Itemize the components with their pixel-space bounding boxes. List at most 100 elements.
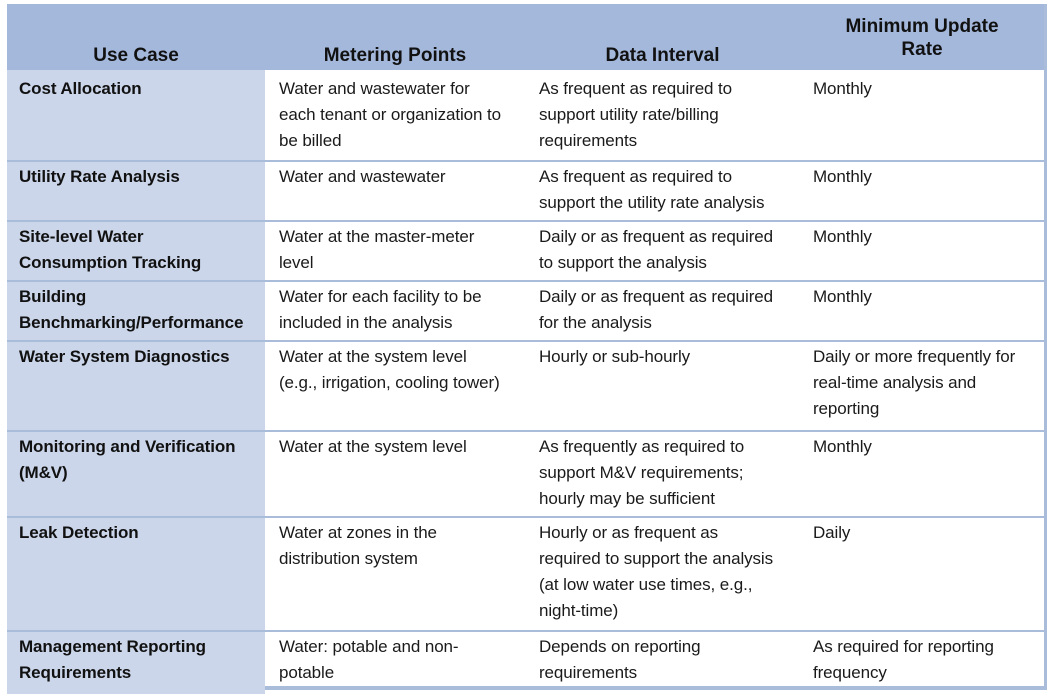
row-divider bbox=[7, 160, 1044, 162]
cell-line: Water at the master-meter bbox=[279, 227, 475, 246]
cell-line: Water and wastewater for bbox=[279, 79, 470, 98]
table-row: Monitoring and Verification (M&V) Water at… bbox=[7, 432, 1044, 515]
cell-line: As frequent as required to bbox=[539, 167, 733, 186]
cell-line: Monthly bbox=[813, 437, 872, 456]
cell-line: each tenant or organization to bbox=[279, 105, 501, 124]
row-divider bbox=[7, 430, 1044, 432]
minimum-update-rate-cell: Monthly bbox=[813, 434, 1038, 460]
cell-line: Utility Rate Analysis bbox=[19, 167, 180, 186]
use-case-cell: Cost Allocation bbox=[19, 76, 259, 102]
data-interval-cell: Hourly or as frequent as required to supp… bbox=[539, 520, 794, 624]
cell-line: be billed bbox=[279, 131, 342, 150]
data-interval-cell: Depends on reporting requirements bbox=[539, 634, 794, 686]
cell-line: reporting bbox=[813, 399, 880, 418]
cell-line: Monthly bbox=[813, 287, 872, 306]
cell-line: for the analysis bbox=[539, 313, 652, 332]
cell-line: Water at the system level bbox=[279, 437, 467, 456]
cell-line: night-time) bbox=[539, 601, 619, 620]
cell-line: Hourly or as frequent as bbox=[539, 523, 719, 542]
requirements-table: Use Case Metering Points Data Interval M… bbox=[7, 4, 1047, 694]
cell-line: As frequent as required to bbox=[539, 79, 733, 98]
cell-line: Management Reporting bbox=[19, 637, 206, 656]
cell-line: Water for each facility to be bbox=[279, 287, 482, 306]
use-case-column-background bbox=[7, 70, 265, 694]
metering-points-cell: Water at the system level (e.g., irrigati… bbox=[279, 344, 519, 396]
table-row: Management Reporting Requirements Water: p… bbox=[7, 632, 1044, 690]
minimum-update-rate-cell: As required for reporting frequency bbox=[813, 634, 1038, 686]
metering-points-cell: Water at the master-meter level bbox=[279, 224, 519, 276]
minimum-update-rate-cell: Monthly bbox=[813, 224, 1038, 250]
cell-line: requirements bbox=[539, 663, 638, 682]
data-interval-cell: As frequently as required to support M&V … bbox=[539, 434, 794, 512]
cell-line: (M&V) bbox=[19, 463, 68, 482]
use-case-cell: Building Benchmarking/Performance bbox=[19, 284, 259, 336]
table-row: Building Benchmarking/Performance Water fo… bbox=[7, 282, 1044, 339]
data-interval-cell: As frequent as required to support the ut… bbox=[539, 164, 794, 216]
cell-line: requirements bbox=[539, 131, 638, 150]
header-metering-points: Metering Points bbox=[323, 45, 467, 66]
cell-line: Depends on reporting bbox=[539, 637, 701, 656]
header-minimum-update-line2: Rate bbox=[901, 39, 943, 60]
metering-points-cell: Water and wastewater for each tenant or o… bbox=[279, 76, 519, 154]
cell-line: Hourly or sub-hourly bbox=[539, 347, 691, 366]
cell-line: (at low water use times, e.g., bbox=[539, 575, 753, 594]
header-minimum-update-rate: Minimum Update Rate bbox=[800, 15, 1044, 61]
cell-line: As frequently as required to bbox=[539, 437, 745, 456]
use-case-cell: Leak Detection bbox=[19, 520, 259, 546]
table-row: Water System Diagnostics Water at the sys… bbox=[7, 342, 1044, 429]
cell-line: level bbox=[279, 253, 314, 272]
use-case-cell: Site-level Water Consumption Tracking bbox=[19, 224, 259, 276]
row-divider bbox=[7, 630, 1044, 632]
cell-line: Leak Detection bbox=[19, 523, 139, 542]
cell-line: Requirements bbox=[19, 663, 132, 682]
metering-points-cell: Water for each facility to be included in… bbox=[279, 284, 519, 336]
table-header: Use Case Metering Points Data Interval M… bbox=[7, 4, 1044, 70]
table-row: Leak Detection Water at zones in the distr… bbox=[7, 518, 1044, 629]
cell-line: Monthly bbox=[813, 167, 872, 186]
cell-line: included in the analysis bbox=[279, 313, 453, 332]
cell-line: Daily or as frequent as required bbox=[539, 287, 773, 306]
cell-line: hourly may be sufficient bbox=[539, 489, 715, 508]
cell-line: Site-level Water bbox=[19, 227, 144, 246]
use-case-cell: Monitoring and Verification (M&V) bbox=[19, 434, 259, 486]
cell-line: support the utility rate analysis bbox=[539, 193, 765, 212]
header-use-case: Use Case bbox=[93, 45, 179, 66]
row-divider bbox=[7, 220, 1044, 222]
use-case-cell: Water System Diagnostics bbox=[19, 344, 259, 370]
cell-line: Water at the system level bbox=[279, 347, 467, 366]
cell-line: Cost Allocation bbox=[19, 79, 142, 98]
cell-line: Monitoring and Verification bbox=[19, 437, 236, 456]
data-interval-cell: As frequent as required to support utilit… bbox=[539, 76, 794, 154]
row-divider bbox=[7, 340, 1044, 342]
data-interval-cell: Daily or as frequent as required to suppo… bbox=[539, 224, 794, 276]
table-row: Site-level Water Consumption Tracking Wate… bbox=[7, 222, 1044, 279]
cell-line: required to support the analysis bbox=[539, 549, 773, 568]
table-row: Cost Allocation Water and wastewater for e… bbox=[7, 74, 1044, 159]
minimum-update-rate-cell: Monthly bbox=[813, 164, 1038, 190]
cell-line: Building bbox=[19, 287, 87, 306]
cell-line: Daily bbox=[813, 523, 851, 542]
cell-line: potable bbox=[279, 663, 335, 682]
cell-line: Water System Diagnostics bbox=[19, 347, 230, 366]
minimum-update-rate-cell: Monthly bbox=[813, 76, 1038, 102]
cell-line: Monthly bbox=[813, 227, 872, 246]
header-data-interval: Data Interval bbox=[605, 45, 720, 66]
data-interval-cell: Hourly or sub-hourly bbox=[539, 344, 794, 370]
cell-line: Water and wastewater bbox=[279, 167, 446, 186]
cell-line: frequency bbox=[813, 663, 887, 682]
row-divider bbox=[7, 516, 1044, 518]
metering-points-cell: Water at the system level bbox=[279, 434, 519, 460]
cell-line: support utility rate/billing bbox=[539, 105, 719, 124]
cell-line: Water: potable and non- bbox=[279, 637, 459, 656]
cell-line: distribution system bbox=[279, 549, 418, 568]
metering-points-cell: Water: potable and non-potable bbox=[279, 634, 519, 686]
cell-line: Daily or as frequent as required bbox=[539, 227, 773, 246]
use-case-cell: Management Reporting Requirements bbox=[19, 634, 259, 686]
metering-points-cell: Water and wastewater bbox=[279, 164, 519, 190]
metering-points-cell: Water at zones in the distribution system bbox=[279, 520, 519, 572]
header-minimum-update-line1: Minimum Update bbox=[845, 16, 999, 37]
minimum-update-rate-cell: Daily bbox=[813, 520, 1038, 546]
cell-line: (e.g., irrigation, cooling tower) bbox=[279, 373, 500, 392]
cell-line: Benchmarking/Performance bbox=[19, 313, 244, 332]
cell-line: Consumption Tracking bbox=[19, 253, 202, 272]
